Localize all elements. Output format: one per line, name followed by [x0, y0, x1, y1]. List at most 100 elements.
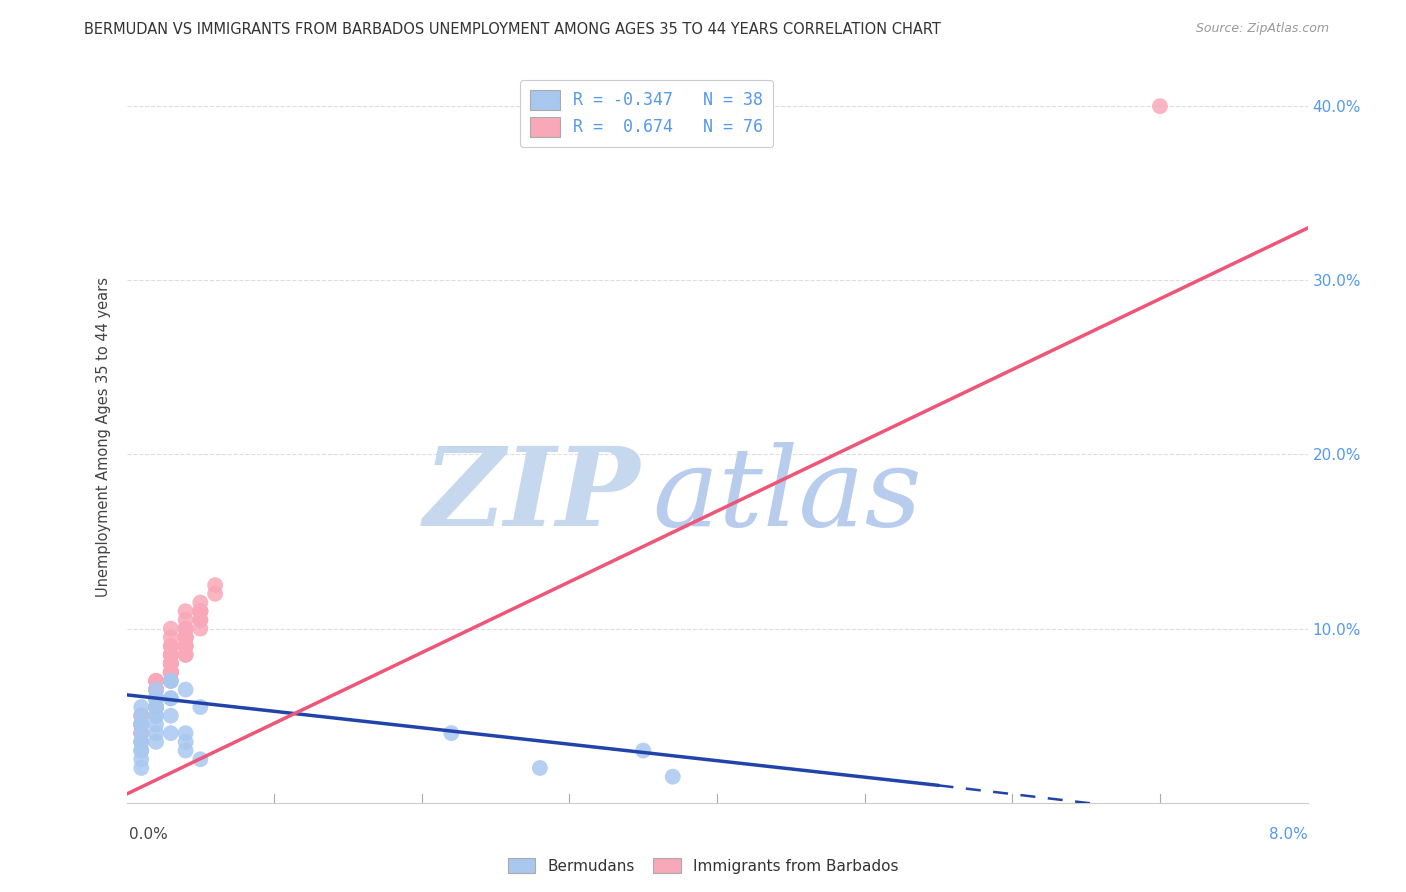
Point [661, 770, 683, 784]
Legend: Bermudans, Immigrants from Barbados: Bermudans, Immigrants from Barbados [502, 852, 904, 880]
Point [160, 691, 183, 706]
Point [174, 604, 197, 618]
Point [145, 691, 167, 706]
Point [145, 708, 167, 723]
Point [160, 665, 183, 680]
Point [145, 682, 167, 697]
Point [129, 752, 153, 766]
Point [129, 717, 153, 731]
Text: atlas: atlas [652, 442, 922, 549]
Point [129, 700, 153, 714]
Point [129, 726, 153, 740]
Point [529, 761, 551, 775]
Text: 8.0%: 8.0% [1268, 827, 1308, 841]
Point [188, 595, 211, 609]
Point [160, 648, 183, 662]
Point [174, 639, 197, 653]
Point [188, 604, 211, 618]
Point [160, 657, 183, 671]
Point [129, 717, 153, 731]
Point [160, 665, 183, 680]
Point [160, 657, 183, 671]
Point [160, 726, 183, 740]
Point [160, 665, 183, 680]
Point [129, 726, 153, 740]
Point [145, 700, 167, 714]
Point [160, 673, 183, 688]
Point [174, 613, 197, 627]
Point [188, 604, 211, 618]
Point [160, 665, 183, 680]
Point [129, 743, 153, 757]
Point [174, 639, 197, 653]
Point [145, 691, 167, 706]
Point [633, 743, 655, 757]
Point [129, 708, 153, 723]
Point [160, 665, 183, 680]
Point [145, 700, 167, 714]
Y-axis label: Unemployment Among Ages 35 to 44 years: Unemployment Among Ages 35 to 44 years [96, 277, 111, 597]
Point [129, 735, 153, 749]
Point [145, 673, 167, 688]
Point [145, 682, 167, 697]
Text: 0.0%: 0.0% [129, 827, 169, 841]
Point [188, 604, 211, 618]
Text: Source: ZipAtlas.com: Source: ZipAtlas.com [1195, 22, 1329, 36]
Text: BERMUDAN VS IMMIGRANTS FROM BARBADOS UNEMPLOYMENT AMONG AGES 35 TO 44 YEARS CORR: BERMUDAN VS IMMIGRANTS FROM BARBADOS UNE… [84, 22, 941, 37]
Point [160, 639, 183, 653]
Text: ZIP: ZIP [423, 442, 640, 549]
Point [174, 639, 197, 653]
Point [160, 631, 183, 645]
Point [160, 657, 183, 671]
Point [160, 648, 183, 662]
Point [145, 700, 167, 714]
Point [145, 682, 167, 697]
Point [129, 717, 153, 731]
Point [188, 700, 211, 714]
Point [145, 673, 167, 688]
Point [160, 673, 183, 688]
Point [129, 743, 153, 757]
Point [129, 717, 153, 731]
Point [174, 631, 197, 645]
Point [174, 682, 197, 697]
Point [129, 726, 153, 740]
Point [160, 622, 183, 636]
Point [129, 708, 153, 723]
Point [129, 717, 153, 731]
Point [129, 735, 153, 749]
Point [145, 700, 167, 714]
Point [204, 587, 226, 601]
Point [160, 648, 183, 662]
Point [129, 717, 153, 731]
Point [188, 604, 211, 618]
Point [129, 761, 153, 775]
Point [174, 735, 197, 749]
Point [145, 673, 167, 688]
Point [145, 691, 167, 706]
Point [174, 726, 197, 740]
Point [145, 700, 167, 714]
Point [145, 700, 167, 714]
Point [160, 639, 183, 653]
Point [188, 613, 211, 627]
Point [1149, 99, 1171, 113]
Point [160, 665, 183, 680]
Point [160, 673, 183, 688]
Point [145, 691, 167, 706]
Point [145, 691, 167, 706]
Point [145, 691, 167, 706]
Point [188, 752, 211, 766]
Point [174, 648, 197, 662]
Point [188, 613, 211, 627]
Point [129, 717, 153, 731]
Point [145, 700, 167, 714]
Point [174, 631, 197, 645]
Point [129, 708, 153, 723]
Point [129, 717, 153, 731]
Point [174, 622, 197, 636]
Point [174, 631, 197, 645]
Point [160, 708, 183, 723]
Point [145, 708, 167, 723]
Point [129, 735, 153, 749]
